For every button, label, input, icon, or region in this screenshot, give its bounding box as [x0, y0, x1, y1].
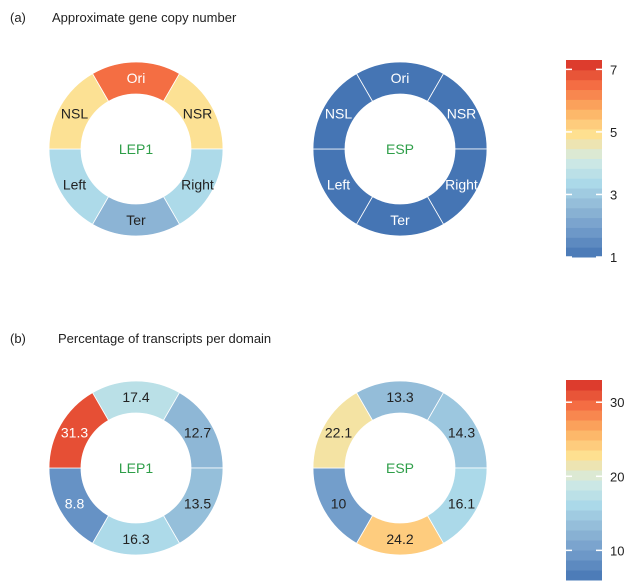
- segment-label: Ori: [127, 70, 146, 86]
- colorbar-tick-label: 10: [610, 543, 624, 558]
- colorbar-block: [566, 470, 602, 481]
- center-label: LEP1: [119, 141, 153, 157]
- segment-label: 22.1: [325, 425, 352, 441]
- colorbar-block: [566, 420, 602, 431]
- colorbar-block: [566, 128, 602, 140]
- colorbar-block: [566, 450, 602, 461]
- donut-segment-lep1-5: [48, 73, 110, 150]
- colorbar-block: [566, 440, 602, 451]
- donut-b-esp: 13.3 14.3 16.1 24.2 10 22.1 ESP: [312, 380, 488, 556]
- segment-label: Left: [327, 177, 350, 193]
- donut-segment-lep1-5: [48, 392, 110, 469]
- colorbar-block: [566, 227, 602, 238]
- colorbar-tick-label: 3: [610, 187, 617, 202]
- donut-segment-esp-5: [312, 392, 374, 469]
- colorbar-block: [566, 540, 602, 551]
- center-label: LEP1: [119, 460, 153, 476]
- colorbar-block: [566, 237, 602, 248]
- center-label: ESP: [386, 141, 414, 157]
- segment-label: NSR: [183, 106, 213, 122]
- panel-a-title: Approximate gene copy number: [52, 10, 237, 25]
- colorbar-block: [566, 60, 602, 71]
- donut-a-esp: Ori NSR Right Ter Left NSL ESP: [312, 61, 488, 237]
- colorbar-block: [566, 148, 602, 159]
- segment-label: 13.3: [386, 389, 413, 405]
- segment-label: NSL: [61, 106, 88, 122]
- segment-label: 24.2: [386, 531, 413, 547]
- donut-b-lep1: 17.4 12.7 13.5 16.3 8.8 31.3 LEP1: [48, 380, 224, 556]
- colorbar-block: [566, 410, 602, 421]
- colorbar-block: [566, 570, 602, 581]
- colorbar-b: 10 20 30: [566, 380, 624, 581]
- colorbar-block: [566, 178, 602, 189]
- segment-label: Right: [445, 177, 478, 193]
- colorbar-block: [566, 520, 602, 531]
- colorbar-block: [566, 109, 602, 120]
- colorbar-a: 1 3 5 7: [566, 60, 617, 265]
- colorbar-block: [566, 138, 602, 150]
- colorbar-block: [566, 510, 602, 521]
- segment-label: Ori: [391, 70, 410, 86]
- colorbar-tick-label: 20: [610, 469, 624, 484]
- donut-segment-esp-5: [312, 73, 374, 150]
- panel-b-tag: (b): [10, 331, 26, 346]
- segment-label: Ter: [390, 212, 410, 228]
- segment-label: 10: [331, 496, 347, 512]
- colorbar-block: [566, 188, 602, 199]
- colorbar-tick-label: 30: [610, 395, 624, 410]
- panel-a-tag: (a): [10, 10, 26, 25]
- colorbar-block: [566, 560, 602, 571]
- segment-label: Right: [181, 177, 214, 193]
- segment-label: 14.3: [448, 425, 475, 441]
- colorbar-tick-label: 1: [610, 250, 617, 265]
- center-label: ESP: [386, 460, 414, 476]
- segment-label: 8.8: [65, 496, 85, 512]
- segment-label: 13.5: [184, 496, 211, 512]
- colorbar-block: [566, 400, 602, 411]
- segment-label: Left: [63, 177, 86, 193]
- colorbar-block: [566, 390, 602, 401]
- colorbar-block: [566, 460, 602, 471]
- colorbar-block: [566, 550, 602, 561]
- segment-label: 16.1: [448, 496, 475, 512]
- segment-label: NSL: [325, 106, 352, 122]
- panel-b-title: Percentage of transcripts per domain: [58, 331, 271, 346]
- colorbar-block: [566, 500, 602, 511]
- colorbar-block: [566, 99, 602, 110]
- colorbar-block: [566, 247, 602, 258]
- colorbar-tick-label: 5: [610, 125, 617, 140]
- colorbar-block: [566, 69, 602, 81]
- segment-label: 17.4: [122, 389, 149, 405]
- colorbar-block: [566, 207, 602, 219]
- colorbar-block: [566, 217, 602, 228]
- segment-label: 31.3: [61, 425, 88, 441]
- colorbar-block: [566, 79, 602, 91]
- segment-label: NSR: [447, 106, 477, 122]
- colorbar-block: [566, 490, 602, 501]
- colorbar-tick-label: 7: [610, 62, 617, 77]
- segment-label: 12.7: [184, 425, 211, 441]
- donut-a-lep1: Ori NSR Right Ter Left NSL LEP1: [48, 61, 224, 237]
- colorbar-block: [566, 430, 602, 441]
- colorbar-block: [566, 197, 602, 209]
- colorbar-block: [566, 158, 602, 169]
- segment-label: Ter: [126, 212, 146, 228]
- colorbar-block: [566, 380, 602, 391]
- colorbar-block: [566, 530, 602, 541]
- colorbar-block: [566, 168, 602, 179]
- colorbar-block: [566, 480, 602, 491]
- segment-label: 16.3: [122, 531, 149, 547]
- colorbar-block: [566, 89, 602, 100]
- colorbar-block: [566, 119, 602, 130]
